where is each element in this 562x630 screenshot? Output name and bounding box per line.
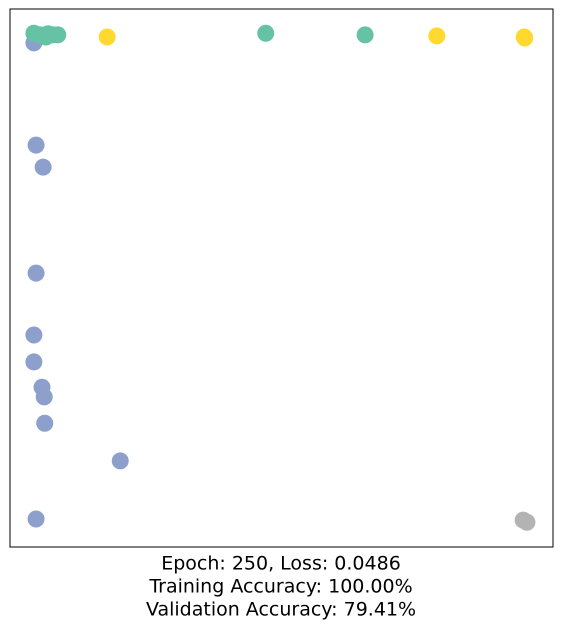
point	[27, 510, 45, 528]
point	[27, 136, 45, 154]
plot-frame	[9, 8, 554, 548]
point	[25, 353, 43, 371]
point	[25, 326, 43, 344]
point	[356, 26, 374, 44]
point	[36, 414, 54, 432]
point	[257, 24, 275, 42]
point	[428, 27, 446, 45]
point	[518, 513, 536, 531]
point	[516, 29, 534, 47]
point	[35, 388, 53, 406]
x-axis-label: Validation Accuracy: 79.41%	[146, 599, 416, 621]
point	[27, 264, 45, 282]
x-axis-label: Epoch: 250, Loss: 0.0486	[161, 553, 401, 575]
point	[31, 26, 49, 44]
point	[34, 158, 52, 176]
point	[111, 452, 129, 470]
point	[98, 28, 116, 46]
point	[44, 26, 62, 44]
x-axis-label: Training Accuracy: 100.00%	[148, 576, 412, 598]
